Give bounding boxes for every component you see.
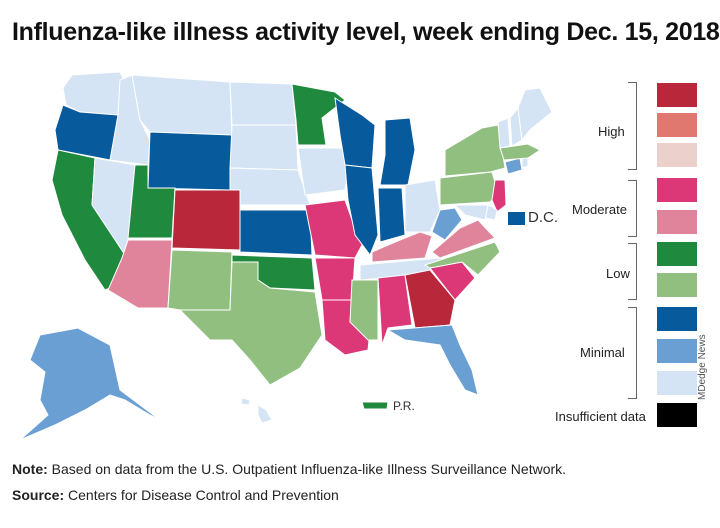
legend-swatch-low-1 xyxy=(657,273,697,297)
footnote-note: Note: Based on data from the U.S. Outpat… xyxy=(12,461,566,477)
state-MI[interactable] xyxy=(379,117,416,186)
legend-minimal-bracket xyxy=(628,307,637,399)
state-WY[interactable] xyxy=(147,131,233,191)
state-MT[interactable] xyxy=(131,74,233,136)
legend-swatch-minimal-1 xyxy=(657,371,697,395)
us-map xyxy=(19,71,553,441)
state-ND[interactable] xyxy=(229,81,297,126)
state-KS[interactable] xyxy=(239,209,313,256)
state-NJ[interactable] xyxy=(491,179,507,213)
state-VA[interactable] xyxy=(431,219,496,259)
state-GA[interactable] xyxy=(404,269,456,329)
footnote-source: Source: Centers for Disease Control and … xyxy=(12,487,339,503)
state-NM[interactable] xyxy=(167,249,233,311)
legend-low-bracket xyxy=(628,243,637,300)
legend-swatch-high-3 xyxy=(657,83,697,107)
state-PA[interactable] xyxy=(439,171,499,206)
state-OH[interactable] xyxy=(404,179,441,233)
watermark: MDedge News xyxy=(697,334,708,400)
legend-high-bracket xyxy=(628,82,637,170)
legend-swatch-moderate-2 xyxy=(657,178,697,202)
state-IN[interactable] xyxy=(377,187,406,243)
state-WV[interactable] xyxy=(431,207,463,241)
legend-swatch-low-2 xyxy=(657,242,697,266)
legend-swatch-minimal-2 xyxy=(657,339,697,363)
pr-label: P.R. xyxy=(393,399,415,413)
state-AK[interactable] xyxy=(19,327,161,441)
legend-swatch-high-2 xyxy=(657,113,697,137)
state-CO[interactable] xyxy=(171,189,241,251)
state-MN[interactable] xyxy=(291,83,346,146)
state-MD[interactable] xyxy=(453,204,489,221)
legend-low-label: Low xyxy=(606,266,630,281)
state-PR[interactable] xyxy=(361,401,389,410)
state-NY[interactable] xyxy=(444,124,506,177)
state-HI[interactable] xyxy=(257,404,273,424)
state-NC[interactable] xyxy=(423,241,501,276)
legend-swatch-moderate-1 xyxy=(657,210,697,234)
footnote-source-text: Centers for Disease Control and Preventi… xyxy=(64,487,339,503)
state-NE[interactable] xyxy=(229,167,311,206)
state-MA[interactable] xyxy=(499,143,541,161)
legend-moderate-bracket xyxy=(628,180,637,237)
state-KY[interactable] xyxy=(371,231,433,263)
legend-insufficient-label: Insufficient data xyxy=(555,409,646,424)
dc-label: D.C. xyxy=(528,209,558,226)
state-MS[interactable] xyxy=(349,279,379,341)
state-UT[interactable] xyxy=(127,164,176,239)
state-AL[interactable] xyxy=(377,274,413,346)
legend-moderate-label: Moderate xyxy=(572,202,627,217)
state-RI[interactable] xyxy=(521,157,529,169)
state-VT[interactable] xyxy=(497,117,511,149)
state-CT[interactable] xyxy=(504,157,523,175)
footnote-note-label: Note: xyxy=(12,461,48,477)
dc-swatch xyxy=(508,212,525,225)
legend-high-label: High xyxy=(598,124,625,139)
legend-swatch-insufficient xyxy=(657,403,697,427)
state-HI-2[interactable] xyxy=(240,397,251,406)
footnote-note-text: Based on data from the U.S. Outpatient I… xyxy=(47,461,567,477)
state-TX[interactable] xyxy=(178,261,323,386)
state-SD[interactable] xyxy=(229,124,299,171)
legend-swatch-high-1 xyxy=(657,143,697,167)
footnote-source-label: Source: xyxy=(12,487,65,503)
state-FL[interactable] xyxy=(386,324,479,396)
state-ME[interactable] xyxy=(517,87,553,142)
state-IL[interactable] xyxy=(344,164,379,257)
legend-swatch-minimal-3 xyxy=(657,307,697,331)
state-AR[interactable] xyxy=(314,257,356,301)
page-title: Influenza-like illness activity level, w… xyxy=(12,18,720,46)
state-IA[interactable] xyxy=(297,147,351,196)
legend-minimal-label: Minimal xyxy=(580,345,625,360)
